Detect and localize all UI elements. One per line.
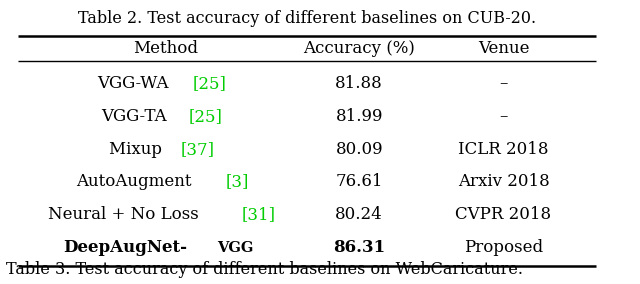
Text: VGG-WA: VGG-WA (97, 75, 174, 92)
Text: AutoAugment: AutoAugment (77, 173, 197, 190)
Text: –: – (499, 75, 508, 92)
Text: Accuracy (%): Accuracy (%) (303, 40, 415, 57)
Text: Table 2. Test accuracy of different baselines on CUB-20.: Table 2. Test accuracy of different base… (78, 10, 536, 27)
Text: CVPR 2018: CVPR 2018 (456, 206, 552, 223)
Text: 80.24: 80.24 (335, 206, 383, 223)
Text: Mixup: Mixup (109, 141, 167, 158)
Text: VGG: VGG (217, 241, 253, 255)
Text: Venue: Venue (478, 40, 529, 57)
Text: VGG-TA: VGG-TA (101, 108, 172, 125)
Text: Table 3. Test accuracy of different baselines on WebCaricature.: Table 3. Test accuracy of different base… (6, 261, 523, 278)
Text: [3]: [3] (226, 173, 250, 190)
Text: Method: Method (133, 40, 198, 57)
Text: 76.61: 76.61 (335, 173, 383, 190)
Text: [25]: [25] (193, 75, 226, 92)
Text: [31]: [31] (241, 206, 275, 223)
Text: DeepAugNet-: DeepAugNet- (63, 239, 188, 256)
Text: [25]: [25] (189, 108, 223, 125)
Text: 81.88: 81.88 (335, 75, 383, 92)
Text: Proposed: Proposed (464, 239, 543, 256)
Text: [37]: [37] (181, 141, 215, 158)
Text: 81.99: 81.99 (335, 108, 383, 125)
Text: 80.09: 80.09 (335, 141, 383, 158)
Text: 86.31: 86.31 (333, 239, 385, 256)
Text: Arxiv 2018: Arxiv 2018 (458, 173, 549, 190)
Text: –: – (499, 108, 508, 125)
Text: ICLR 2018: ICLR 2018 (458, 141, 548, 158)
Text: Neural + No Loss: Neural + No Loss (48, 206, 204, 223)
